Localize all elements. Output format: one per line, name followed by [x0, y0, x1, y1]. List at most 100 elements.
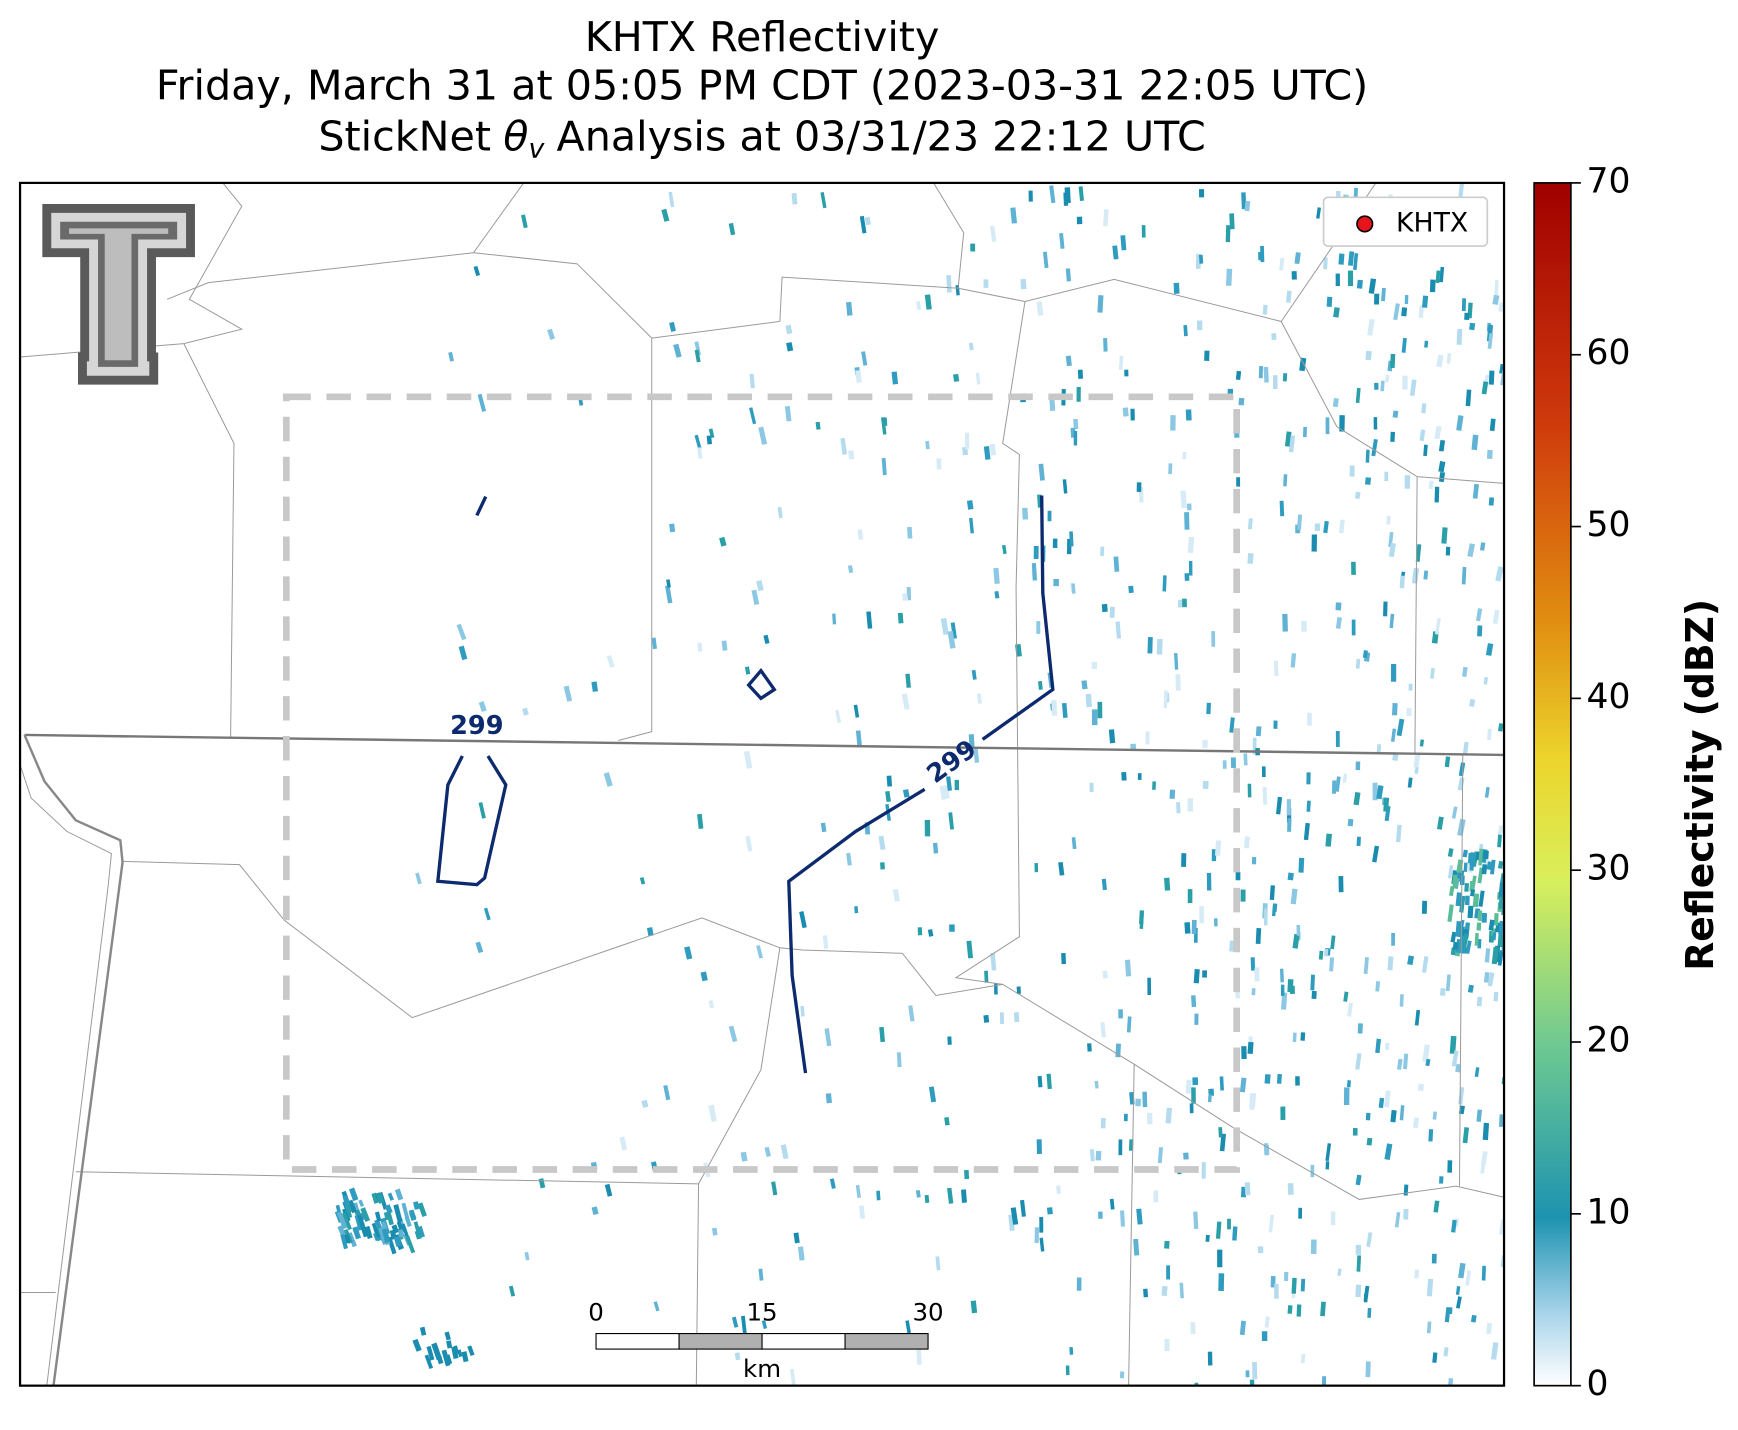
echo	[1102, 970, 1108, 979]
echo	[1247, 783, 1252, 798]
echo	[1438, 439, 1446, 452]
echo	[948, 812, 955, 830]
echo	[1352, 1127, 1358, 1136]
echo	[1283, 1271, 1289, 1281]
echo	[1487, 332, 1494, 349]
echo	[1121, 771, 1127, 781]
echo	[457, 1349, 463, 1358]
echo	[697, 813, 704, 829]
echo	[1292, 1032, 1297, 1043]
echo	[1406, 708, 1412, 716]
echo	[855, 730, 862, 747]
echo	[896, 1052, 902, 1068]
echo	[364, 1225, 373, 1239]
echo	[1365, 1361, 1371, 1378]
echo	[1445, 546, 1451, 556]
echo	[1202, 740, 1208, 748]
echo	[1457, 818, 1466, 837]
echo	[1047, 510, 1052, 522]
echo	[1183, 325, 1188, 337]
echo	[639, 877, 646, 885]
echo	[1184, 922, 1191, 934]
echo	[1455, 1296, 1462, 1309]
echo	[800, 1005, 805, 1017]
echo	[1272, 375, 1278, 390]
echo	[1097, 701, 1103, 719]
echo	[1488, 497, 1495, 506]
echo	[1417, 1083, 1425, 1092]
echo	[1182, 598, 1187, 608]
echo	[1441, 527, 1448, 544]
echo	[1479, 542, 1486, 551]
echo	[1201, 1162, 1206, 1179]
echo	[391, 1224, 399, 1234]
echo	[1147, 636, 1153, 654]
echo	[1444, 756, 1451, 768]
echo	[777, 506, 783, 519]
echo	[1426, 1321, 1432, 1334]
echo	[848, 450, 855, 460]
echo	[1402, 375, 1408, 390]
echo	[1039, 1237, 1045, 1252]
echo	[876, 1190, 881, 1201]
echo	[1447, 848, 1454, 857]
echo	[1222, 760, 1227, 769]
echo	[1467, 905, 1474, 919]
echo	[793, 1232, 800, 1244]
echo	[1339, 415, 1345, 432]
echo	[1206, 702, 1212, 715]
echo	[1491, 932, 1497, 941]
echo	[1310, 1239, 1317, 1254]
contour-label: 299	[450, 711, 503, 741]
echo	[1329, 957, 1335, 972]
echo	[1423, 444, 1428, 457]
echo	[1381, 287, 1386, 302]
echo	[1472, 893, 1480, 908]
title-line: KHTX Reflectivity	[585, 13, 940, 61]
echo	[524, 1251, 530, 1261]
echo	[1394, 1211, 1401, 1228]
echo	[1355, 761, 1361, 771]
echo	[1325, 1143, 1332, 1162]
echo	[946, 275, 952, 293]
echo	[1338, 253, 1345, 265]
scale-segment	[678, 1333, 763, 1350]
echo	[1174, 652, 1179, 670]
echo	[1475, 608, 1483, 622]
echo	[994, 590, 1000, 599]
echo	[408, 1209, 417, 1221]
echo	[1469, 698, 1476, 707]
echo	[1362, 650, 1368, 659]
echo	[1065, 355, 1072, 367]
scale-segment	[761, 1333, 846, 1350]
echo	[1049, 397, 1056, 411]
echo	[1300, 1278, 1306, 1292]
echo	[1470, 1314, 1477, 1323]
echo	[1495, 566, 1504, 582]
echo	[1399, 1105, 1405, 1121]
echo	[1483, 971, 1490, 983]
echo	[1173, 282, 1180, 294]
title-text: StickNet	[318, 113, 491, 161]
echo	[1296, 1304, 1302, 1317]
echo	[1325, 833, 1332, 847]
echo	[866, 611, 873, 629]
echo	[1451, 1219, 1457, 1233]
echo	[1238, 397, 1245, 406]
echo	[1058, 861, 1065, 876]
echo	[475, 941, 484, 954]
echo	[1137, 773, 1142, 780]
echo	[1439, 987, 1446, 996]
echo	[1375, 980, 1381, 992]
echo	[1251, 988, 1256, 996]
echo	[1206, 872, 1212, 891]
echo	[975, 372, 981, 385]
echo	[340, 1234, 349, 1250]
echo	[1119, 1371, 1125, 1379]
echo	[1335, 776, 1341, 792]
echo	[728, 222, 736, 236]
echo	[1438, 471, 1446, 483]
echo	[1076, 216, 1083, 225]
echo	[352, 1226, 362, 1240]
echo	[1494, 279, 1499, 298]
